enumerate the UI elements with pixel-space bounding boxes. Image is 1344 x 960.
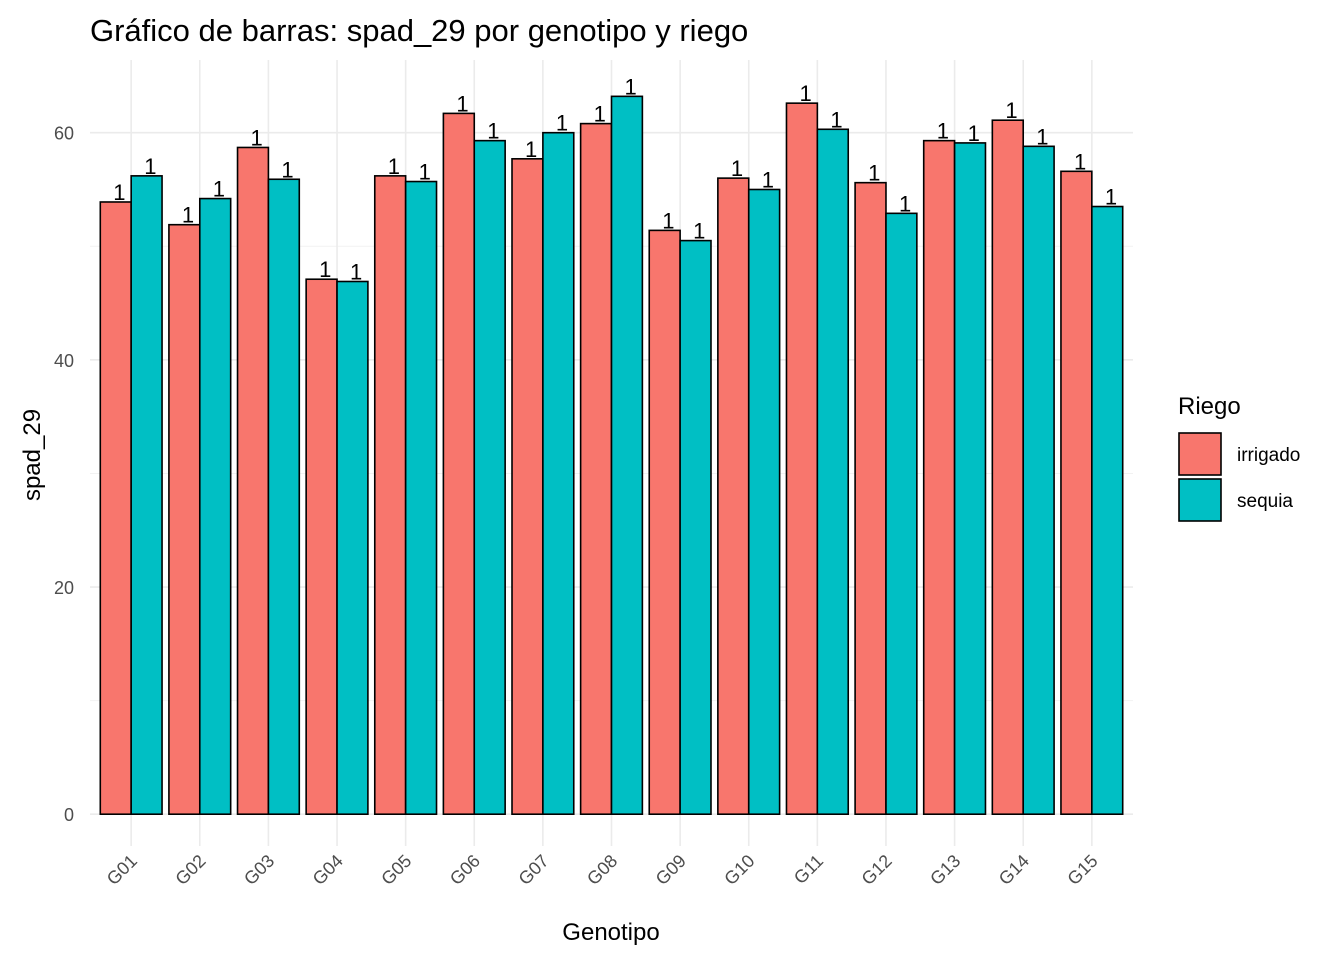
y-tick-label: 0 <box>64 805 74 825</box>
bar-label: 1 <box>625 74 637 99</box>
bar-sequia-G06 <box>473 139 506 815</box>
bar-sequia-G01 <box>130 175 163 815</box>
bar-label: 1 <box>251 125 263 150</box>
bar-label: 1 <box>937 119 949 144</box>
x-tick-label: G15 <box>1063 851 1101 889</box>
bar-label: 1 <box>899 191 911 216</box>
x-tick-label: G13 <box>926 851 964 889</box>
legend-swatch-irrigado <box>1178 432 1222 476</box>
bar-irrigado-G10 <box>717 177 750 815</box>
bars <box>99 95 1124 815</box>
bar-label: 1 <box>830 107 842 132</box>
bar-label: 1 <box>350 259 362 284</box>
legend-label-irrigado: irrigado <box>1237 445 1300 466</box>
bar-irrigado-G02 <box>168 223 201 815</box>
bar-irrigado-G01 <box>99 201 132 815</box>
bar-label: 1 <box>594 102 606 127</box>
legend-swatch-sequia <box>1178 478 1222 522</box>
bar-sequia-G04 <box>336 280 369 815</box>
x-tick-label: G12 <box>858 851 896 889</box>
bar-label: 1 <box>1105 185 1117 210</box>
y-tick-label: 20 <box>54 578 74 598</box>
x-tick-label: G10 <box>720 851 758 889</box>
bar-irrigado-G05 <box>373 175 407 815</box>
bar-label: 1 <box>525 137 537 162</box>
bar-irrigado-G06 <box>442 112 476 815</box>
bar-label: 1 <box>1074 149 1086 174</box>
bar-sequia-G05 <box>404 180 438 815</box>
bar-irrigado-G07 <box>511 158 544 815</box>
bar-sequia-G09 <box>679 239 712 815</box>
bar-label: 1 <box>731 156 743 181</box>
bar-sequia-G12 <box>885 212 918 815</box>
bar-label: 1 <box>1005 98 1017 123</box>
bar-irrigado-G08 <box>579 122 613 815</box>
legend-label-sequia: sequia <box>1237 491 1293 512</box>
y-tick-label: 60 <box>54 124 74 144</box>
bar-irrigado-G11 <box>785 102 819 815</box>
y-tick-label: 40 <box>54 351 74 371</box>
x-tick-label: G14 <box>995 851 1033 889</box>
bar-label: 1 <box>419 160 431 185</box>
bar-label: 1 <box>1036 124 1048 149</box>
bar-label: 1 <box>213 177 225 202</box>
bar-sequia-G10 <box>747 188 781 815</box>
y-axis-title: spad_29 <box>19 409 46 501</box>
x-tick-label: G02 <box>171 851 209 889</box>
bar-sequia-G03 <box>267 178 301 815</box>
x-tick-label: G06 <box>446 851 484 889</box>
bar-label: 1 <box>556 111 568 136</box>
bar-sequia-G15 <box>1091 205 1124 815</box>
x-tick-label: G04 <box>309 851 347 889</box>
bar-irrigado-G13 <box>922 139 956 815</box>
x-axis-ticks: G01 G02 G03 G04 G05 G06 G07 G08 G09 G10 G11 G12 G13 G… <box>103 851 1102 889</box>
chart-title: Gráfico de barras: spad_29 por genotipo … <box>90 13 748 48</box>
bar-label: 1 <box>868 161 880 186</box>
bar-irrigado-G12 <box>854 181 887 815</box>
bar-sequia-G11 <box>816 128 850 815</box>
bar-label: 1 <box>388 154 400 179</box>
x-tick-label: G01 <box>103 851 141 889</box>
bar-label: 1 <box>456 91 468 116</box>
x-axis-title: Genotipo <box>562 919 659 946</box>
x-tick-label: G11 <box>790 851 827 888</box>
x-tick-label: G08 <box>583 851 621 889</box>
x-tick-label: G09 <box>652 851 690 889</box>
bar-irrigado-G14 <box>991 119 1025 815</box>
bar-irrigado-G09 <box>648 229 681 815</box>
bar-sequia-G08 <box>610 95 644 815</box>
y-axis-ticks: 0 20 40 60 <box>54 124 74 826</box>
bar-label: 1 <box>113 180 125 205</box>
bar-label: 1 <box>662 208 674 233</box>
bar-sequia-G14 <box>1022 145 1055 815</box>
bar-label: 1 <box>487 119 499 144</box>
legend-items: irrigado sequia <box>1178 432 1300 522</box>
bar-irrigado-G04 <box>305 278 338 815</box>
bar-label: 1 <box>693 219 705 244</box>
x-tick-label: G07 <box>515 851 553 889</box>
legend: Riego irrigado sequia <box>1178 393 1300 522</box>
bar-sequia-G02 <box>198 197 232 815</box>
bar-label: 1 <box>762 167 774 192</box>
legend-title: Riego <box>1178 393 1241 420</box>
bar-label: 1 <box>182 203 194 228</box>
x-tick-label: G03 <box>240 851 278 889</box>
bar-sequia-G13 <box>953 142 987 815</box>
bar-irrigado-G15 <box>1060 170 1093 815</box>
bar-irrigado-G03 <box>236 146 270 815</box>
bar-sequia-G07 <box>542 131 575 815</box>
bar-label: 1 <box>799 81 811 106</box>
bar-label: 1 <box>968 121 980 146</box>
bar-label: 1 <box>144 154 156 179</box>
bar-label: 1 <box>319 257 331 282</box>
bar-label: 1 <box>281 157 293 182</box>
x-tick-label: G05 <box>377 851 415 889</box>
